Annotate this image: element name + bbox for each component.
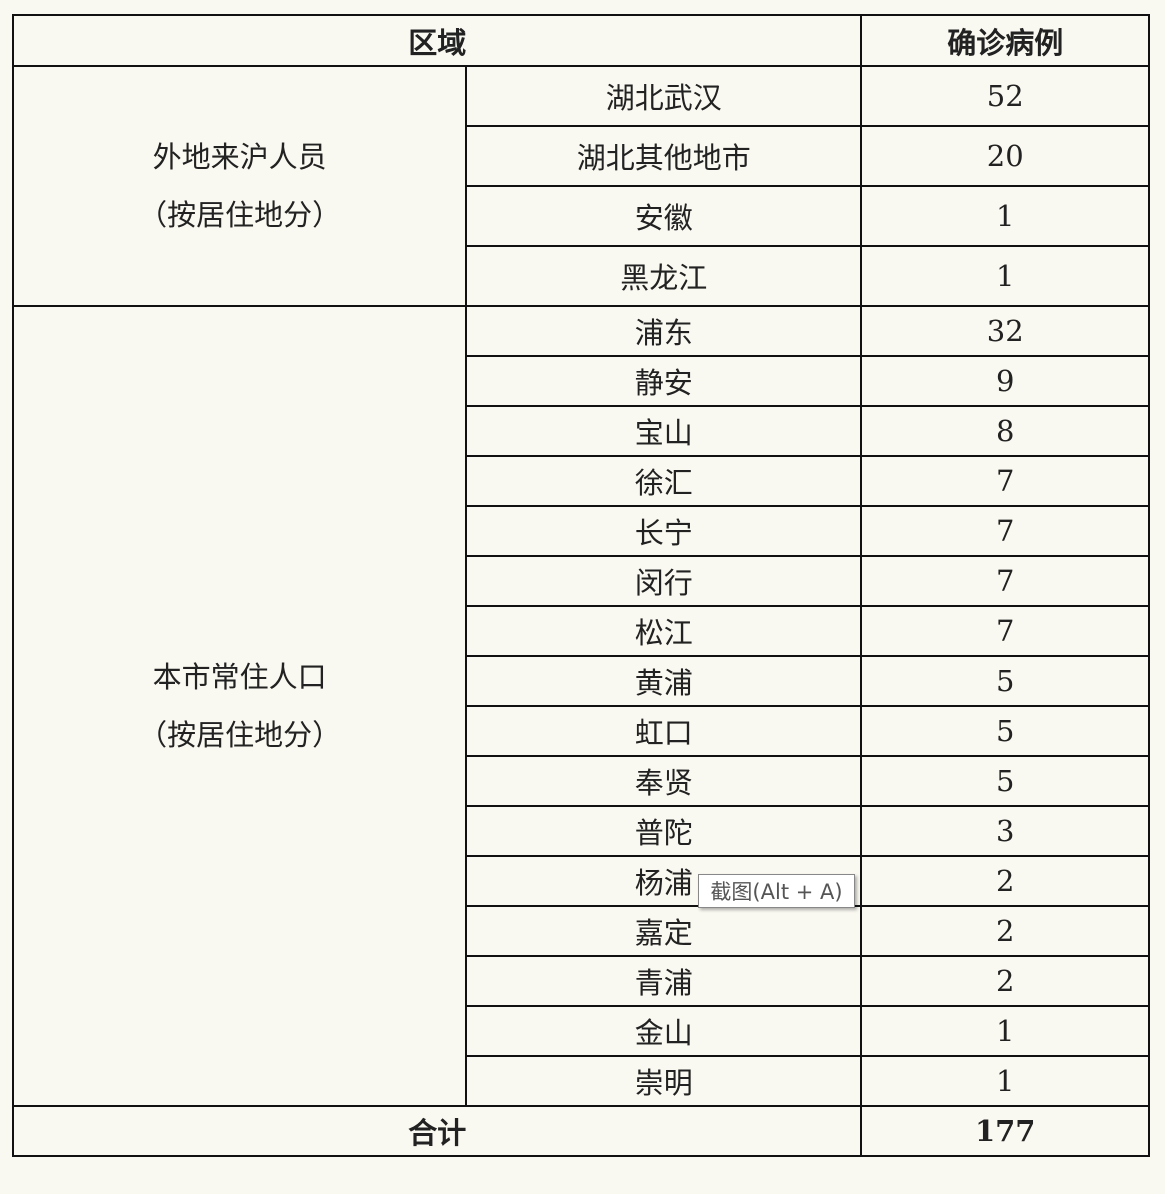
table-row: 本市常住人口 （按居住地分） 浦东 32	[11, 305, 1150, 1107]
header-cases: 确诊病例	[860, 14, 1150, 67]
cases-cell: 5	[860, 755, 1150, 807]
cases-cell: 2	[860, 855, 1150, 907]
area-cell: 湖北其他地市	[465, 125, 863, 187]
area-cell: 宝山	[465, 405, 863, 457]
area-cell: 浦东	[465, 305, 863, 357]
cases-cell: 3	[860, 805, 1150, 857]
table-row: 静安 9	[13, 355, 1150, 407]
cases-table: 区域 确诊病例 外地来沪人员 （按居住地分） 湖北武汉 52 湖北其他地市 20 安徽 1 黑龙…	[11, 14, 1150, 1157]
table-row: 杨浦 2	[13, 855, 1150, 907]
table-row: 金山 1	[13, 1005, 1150, 1057]
area-cell: 徐汇	[465, 455, 863, 507]
area-cell: 嘉定	[465, 905, 863, 957]
table-row: 外地来沪人员 （按居住地分） 湖北武汉 52	[11, 65, 1150, 307]
cases-cell: 9	[860, 355, 1150, 407]
table-row: 长宁 7	[13, 505, 1150, 557]
table-row: 湖北其他地市 20	[13, 125, 1150, 187]
table-row: 黄浦 5	[13, 655, 1150, 707]
group-label-line1: 本市常住人口	[152, 660, 327, 694]
cases-cell: 1	[860, 185, 1150, 247]
table-row: 徐汇 7	[13, 455, 1150, 507]
group-label-line2: （按居住地分）	[138, 198, 342, 232]
area-cell: 黄浦	[465, 655, 863, 707]
area-cell: 安徽	[465, 185, 863, 247]
total-label: 合计	[11, 1105, 863, 1157]
area-cell: 湖北武汉	[465, 65, 863, 127]
area-cell: 静安	[465, 355, 863, 407]
area-cell: 普陀	[465, 805, 863, 857]
header-row: 区域 确诊病例	[11, 14, 1150, 67]
cases-cell: 1	[860, 245, 1150, 307]
header-region: 区域	[11, 14, 863, 67]
cases-cell: 7	[860, 505, 1150, 557]
area-cell: 松江	[465, 605, 863, 657]
cases-cell: 20	[860, 125, 1150, 187]
cases-cell: 1	[860, 1055, 1150, 1107]
area-cell: 金山	[465, 1005, 863, 1057]
cases-cell: 2	[860, 955, 1150, 1007]
cases-cell: 1	[860, 1005, 1150, 1057]
cases-cell: 7	[860, 455, 1150, 507]
table-row: 奉贤 5	[13, 755, 1150, 807]
table-row: 松江 7	[13, 605, 1150, 657]
area-cell: 闵行	[465, 555, 863, 607]
cases-cell: 5	[860, 705, 1150, 757]
cases-cell: 7	[860, 555, 1150, 607]
group-label-line2: （按居住地分）	[138, 718, 342, 752]
total-row: 合计 177	[11, 1105, 1150, 1157]
table-row: 宝山 8	[13, 405, 1150, 457]
area-cell: 崇明	[465, 1055, 863, 1107]
total-cases: 177	[860, 1105, 1150, 1157]
group-label: 本市常住人口 （按居住地分）	[11, 305, 468, 1107]
screenshot-tooltip: 截图(Alt + A)	[698, 874, 855, 908]
cases-cell: 52	[860, 65, 1150, 127]
cases-cell: 8	[860, 405, 1150, 457]
group-label: 外地来沪人员 （按居住地分）	[11, 65, 468, 307]
table-row: 普陀 3	[13, 805, 1150, 857]
table-row: 黑龙江 1	[13, 245, 1150, 307]
area-cell: 虹口	[465, 705, 863, 757]
table-row: 嘉定 2	[13, 905, 1150, 957]
table-row: 青浦 2	[13, 955, 1150, 1007]
cases-cell: 7	[860, 605, 1150, 657]
area-cell: 奉贤	[465, 755, 863, 807]
table-row: 闵行 7	[13, 555, 1150, 607]
table-row: 崇明 1	[13, 1055, 1150, 1107]
cases-cell: 5	[860, 655, 1150, 707]
table-row: 虹口 5	[13, 705, 1150, 757]
cases-cell: 2	[860, 905, 1150, 957]
area-cell: 长宁	[465, 505, 863, 557]
area-cell: 黑龙江	[465, 245, 863, 307]
area-cell: 青浦	[465, 955, 863, 1007]
group-label-line1: 外地来沪人员	[152, 140, 327, 174]
table-row: 安徽 1	[13, 185, 1150, 247]
cases-cell: 32	[860, 305, 1150, 357]
